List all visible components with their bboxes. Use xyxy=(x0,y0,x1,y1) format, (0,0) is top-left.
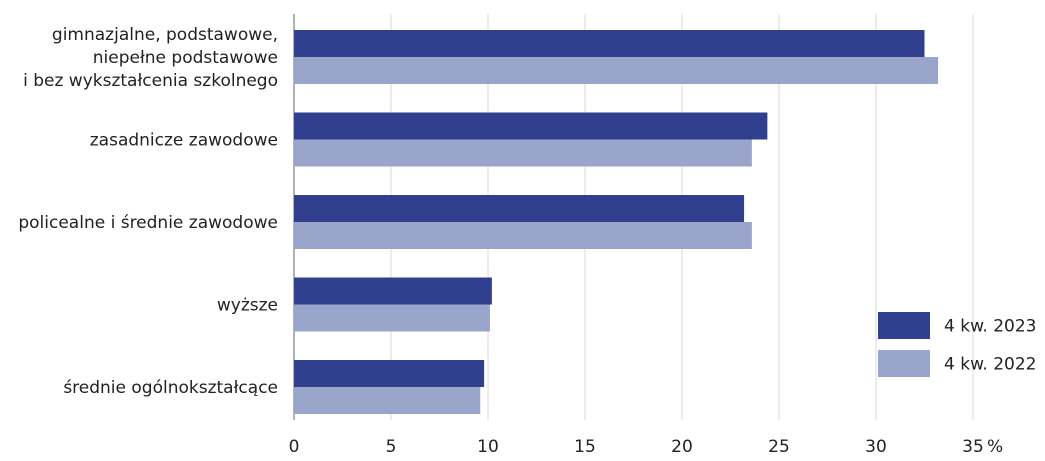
x-tick-label: 10 xyxy=(477,437,499,457)
x-unit-label: % xyxy=(987,437,1003,457)
x-tick-label: 35 xyxy=(962,437,984,457)
bar xyxy=(294,195,745,222)
legend-label: 4 kw. 2023 xyxy=(944,317,1036,337)
x-tick-label: 30 xyxy=(865,437,887,457)
category-labels: gimnazjalne, podstawowe, niepełne podstaw… xyxy=(18,25,278,398)
bar xyxy=(294,277,492,305)
x-tick-label: 15 xyxy=(574,437,596,457)
legend-swatch xyxy=(878,350,930,377)
category-label: wyższe xyxy=(217,296,278,316)
category-label: policealne i średnie zawodowe xyxy=(18,213,278,233)
bar xyxy=(294,30,925,57)
bar xyxy=(294,387,481,414)
x-tick-label: 0 xyxy=(289,437,300,457)
x-axis-ticks: 0 5 10 15 20 25 30 35% xyxy=(289,437,1004,457)
legend-swatch xyxy=(878,312,930,339)
bar xyxy=(294,360,485,387)
bar xyxy=(294,139,752,167)
x-tick-label: 25 xyxy=(768,437,790,457)
bar xyxy=(294,112,768,140)
bar xyxy=(294,304,490,332)
bar xyxy=(294,222,752,249)
category-label: gimnazjalne, podstawowe, niepełne podstaw… xyxy=(23,25,278,91)
category-label: średnie ogólnokształcące xyxy=(63,378,278,398)
legend: 4 kw. 2023 4 kw. 2022 xyxy=(878,312,1036,377)
x-tick-label: 5 xyxy=(386,437,397,457)
category-label: zasadnicze zawodowe xyxy=(90,131,278,151)
legend-label: 4 kw. 2022 xyxy=(944,355,1036,375)
bar xyxy=(294,57,939,84)
bars xyxy=(294,30,939,414)
x-tick-label: 20 xyxy=(671,437,693,457)
